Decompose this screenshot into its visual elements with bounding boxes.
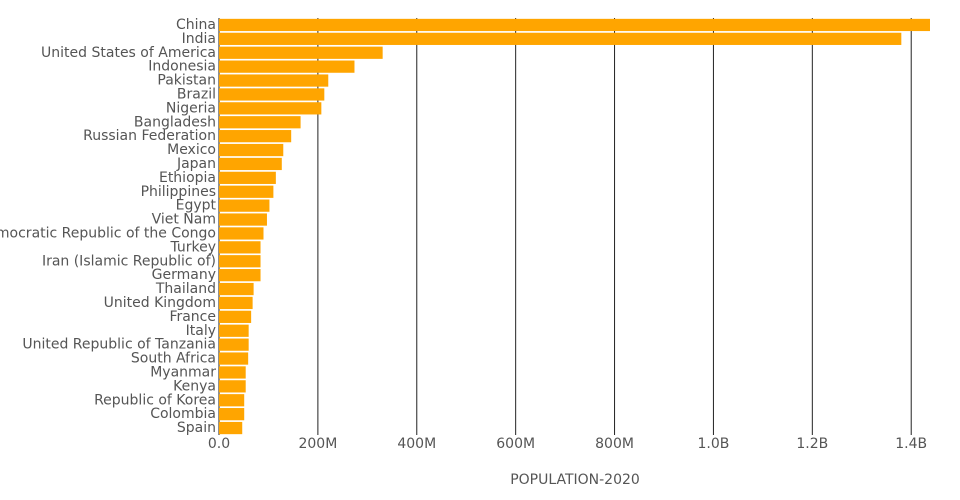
y-tick-label: Japan — [176, 156, 216, 172]
y-tick-label: Pakistan — [157, 73, 216, 89]
x-tick-label: 1.4B — [895, 436, 927, 452]
bar — [219, 421, 243, 435]
bar — [219, 60, 355, 73]
bar — [219, 116, 301, 129]
y-tick-label: Philippines — [141, 184, 216, 200]
y-tick-label: Nigeria — [166, 100, 216, 116]
y-tick-label: Ethiopia — [159, 170, 216, 186]
bar — [219, 32, 902, 45]
bar — [219, 213, 267, 226]
bar — [219, 269, 261, 282]
y-tick-label: China — [176, 17, 216, 33]
bar — [219, 282, 254, 296]
y-tick-label: Spain — [177, 420, 216, 436]
bar — [219, 171, 276, 184]
bar — [219, 130, 292, 143]
x-tick-label: 400M — [397, 436, 436, 452]
y-tick-label: India — [182, 31, 216, 47]
bar — [219, 394, 245, 407]
y-tick-label: Colombia — [150, 406, 216, 422]
y-tick-label: Thailand — [155, 281, 216, 297]
y-tick-label: Bangladesh — [134, 114, 216, 130]
y-tick-label: Mexico — [167, 142, 216, 158]
bar — [219, 199, 270, 212]
bar — [219, 352, 249, 365]
y-tick-label: Kenya — [173, 378, 216, 394]
y-tick-label: Democratic Republic of the Congo — [0, 225, 216, 241]
x-tick-label: 600M — [496, 436, 535, 452]
bar — [219, 380, 246, 393]
bar — [219, 296, 253, 310]
y-tick-label: United Kingdom — [104, 295, 216, 311]
x-tick-label: 1.2B — [796, 436, 828, 452]
bar — [219, 227, 264, 240]
bar — [219, 157, 282, 171]
y-tick-label: United States of America — [41, 45, 216, 61]
x-tick-label: 1.0B — [697, 436, 729, 452]
x-tick-label: 0.0 — [208, 436, 230, 452]
y-tick-label: Russian Federation — [83, 128, 216, 144]
y-tick-label: Egypt — [176, 198, 217, 214]
bar — [219, 310, 252, 323]
y-tick-label: South Africa — [131, 351, 216, 367]
bar — [219, 88, 325, 101]
y-tick-label: Viet Nam — [152, 212, 216, 228]
y-tick-label: Iran (Islamic Republic of) — [42, 253, 216, 269]
bar — [219, 408, 245, 421]
bar — [219, 338, 249, 351]
y-tick-label: Italy — [186, 323, 216, 339]
y-tick-label: Republic of Korea — [94, 392, 216, 408]
x-tick-label: 800M — [595, 436, 634, 452]
y-tick-label: Turkey — [169, 239, 216, 255]
bar — [219, 143, 284, 157]
bar — [219, 255, 261, 268]
x-tick-label: 200M — [298, 436, 337, 452]
bar — [219, 102, 322, 115]
bar — [219, 241, 261, 254]
bar — [219, 366, 246, 379]
bar — [219, 324, 249, 337]
y-tick-label: Myanmar — [150, 364, 216, 380]
y-tick-label: United Republic of Tanzania — [22, 337, 216, 353]
y-tick-label: Indonesia — [148, 59, 216, 75]
bar — [219, 74, 329, 87]
bar — [219, 46, 383, 59]
x-axis-title: POPULATION-2020 — [510, 472, 640, 488]
bar — [219, 185, 274, 198]
y-tick-label: Germany — [152, 267, 216, 283]
y-tick-label: Brazil — [177, 86, 216, 102]
bar — [219, 18, 930, 32]
y-tick-label: France — [169, 309, 216, 325]
